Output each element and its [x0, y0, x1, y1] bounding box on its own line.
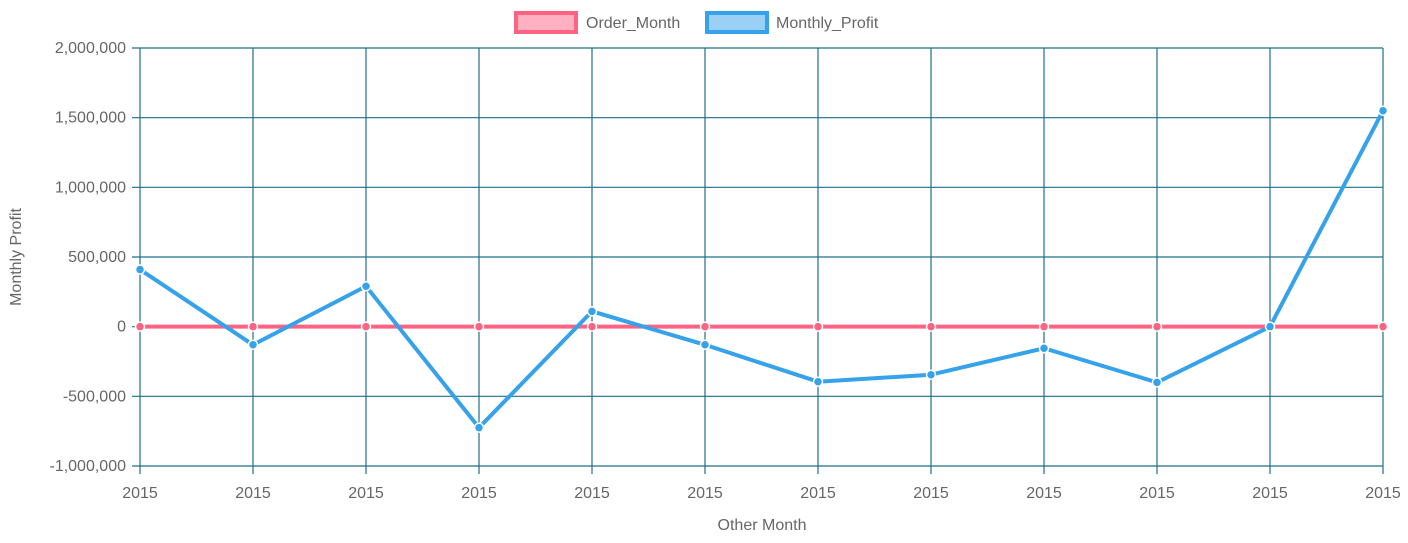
data-point[interactable] — [586, 321, 598, 332]
data-point[interactable] — [925, 321, 937, 332]
x-tick-label: 2015 — [122, 485, 158, 502]
y-tick-label: 500,000 — [68, 249, 126, 266]
data-point[interactable] — [699, 339, 711, 351]
data-point[interactable] — [1377, 321, 1389, 332]
x-tick-label: 2015 — [1252, 485, 1288, 502]
y-tick-label: -500,000 — [63, 388, 126, 405]
data-point[interactable] — [360, 321, 372, 332]
data-point[interactable] — [1038, 321, 1050, 332]
y-tick-label: 1,000,000 — [55, 179, 126, 196]
x-axis-ticks: 2015 2015 2015 2015 2015 2015 2015 2015 2015 2015… — [122, 485, 1401, 502]
data-point[interactable] — [586, 306, 598, 317]
series-line-monthly-profit[interactable] — [138, 108, 1385, 430]
x-tick-label: 2015 — [574, 485, 610, 502]
y-tick-label: 1,500,000 — [55, 110, 126, 127]
data-point[interactable] — [1038, 343, 1050, 354]
data-point[interactable] — [812, 321, 824, 332]
y-tick-label: 0 — [117, 319, 126, 336]
x-tick-label: 2015 — [1365, 485, 1401, 502]
data-point[interactable] — [473, 422, 485, 433]
y-tick-label: 2,000,000 — [55, 40, 126, 57]
legend-label: Order_Month — [586, 15, 680, 32]
y-axis-title: Monthly Profit — [8, 208, 25, 306]
data-point[interactable] — [812, 376, 824, 387]
data-point[interactable] — [699, 321, 711, 332]
legend-item-order-month[interactable]: Order_Month — [514, 11, 680, 34]
x-tick-label: 2015 — [913, 485, 949, 502]
grid — [132, 47, 1384, 474]
y-tick-label: -1,000,000 — [49, 458, 126, 475]
x-tick-label: 2015 — [235, 485, 271, 502]
x-tick-label: 2015 — [348, 485, 384, 502]
data-point[interactable] — [247, 339, 259, 351]
data-point[interactable] — [134, 264, 146, 275]
data-point[interactable] — [247, 321, 259, 332]
legend-label: Monthly_Profit — [776, 15, 879, 32]
data-point[interactable] — [360, 281, 372, 292]
data-point[interactable] — [1377, 105, 1389, 116]
data-point[interactable] — [925, 369, 937, 380]
data-point[interactable] — [473, 321, 485, 332]
x-axis-title: Other Month — [718, 517, 807, 534]
x-tick-label: 2015 — [687, 485, 723, 502]
y-axis-ticks: 2,000,000 1,500,000 1,000,000 500,000 0 -500,… — [49, 40, 126, 475]
legend-swatch — [705, 11, 769, 34]
data-point[interactable] — [134, 321, 146, 332]
legend-swatch — [514, 11, 578, 34]
legend-item-monthly-profit[interactable]: Monthly_Profit — [705, 11, 879, 34]
x-tick-label: 2015 — [1139, 485, 1175, 502]
x-tick-label: 2015 — [461, 485, 497, 502]
x-tick-label: 2015 — [1026, 485, 1062, 502]
data-point[interactable] — [1264, 321, 1276, 332]
data-point[interactable] — [1151, 321, 1163, 332]
data-point[interactable] — [1151, 377, 1163, 388]
x-tick-label: 2015 — [800, 485, 836, 502]
legend[interactable]: Order_Month Monthly_Profit — [514, 11, 879, 34]
series-lines — [134, 105, 1389, 433]
